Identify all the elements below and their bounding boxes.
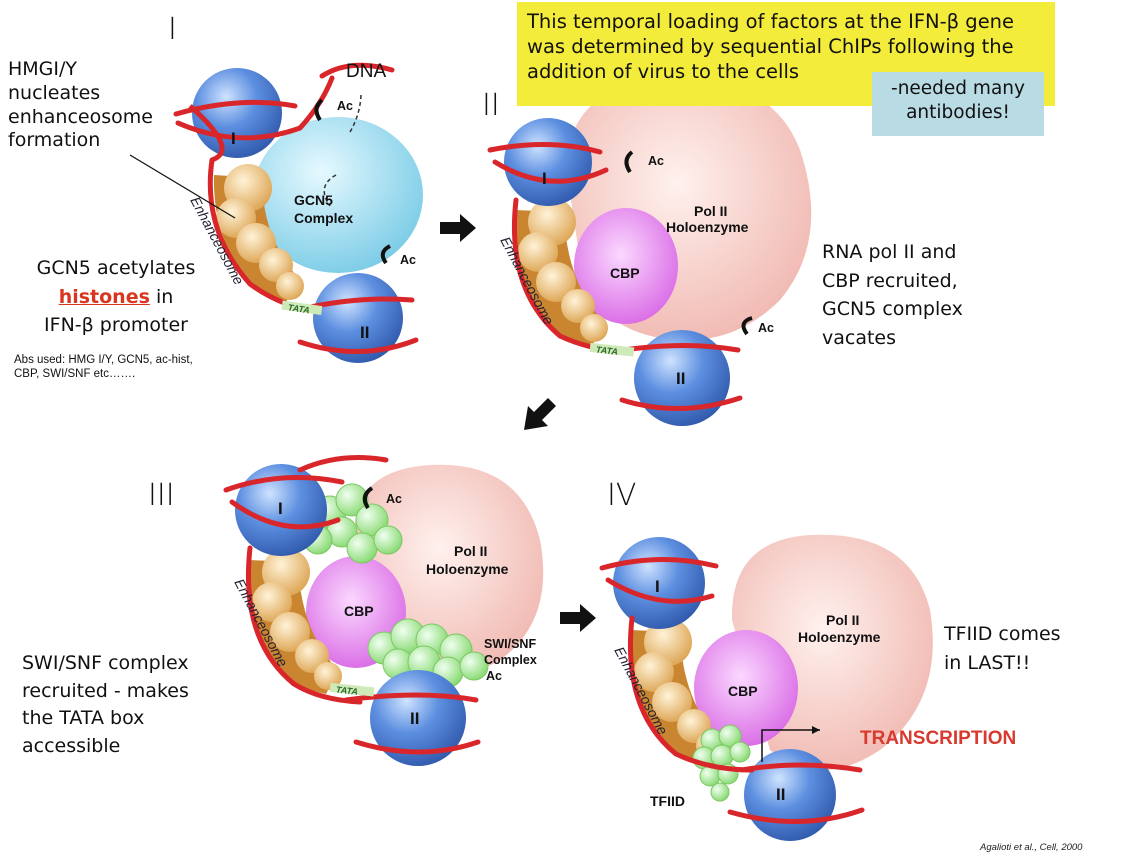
- swisnf-line-2: recruited - makes: [22, 679, 189, 702]
- note-line-3: addition of virus to the cells: [527, 59, 800, 83]
- nucleosome-2-panel-2: [634, 330, 730, 426]
- arrow-panel-3-to-4: [560, 604, 596, 632]
- pol-label-2a: Pol II: [694, 203, 727, 219]
- tfiid-line-1: TFIID comes: [944, 623, 1061, 645]
- ac-label-3b: Ac: [486, 669, 502, 683]
- hmgi-line-2: nucleates: [8, 81, 101, 104]
- hmgi-line-4: formation: [8, 129, 101, 152]
- ac-label-2b: Ac: [758, 321, 774, 335]
- nucleosome-label-1a: I: [231, 129, 236, 148]
- arrow-panel-1-to-2: [440, 214, 476, 242]
- rna-line-2: CBP recruited,: [822, 269, 958, 292]
- gcn5-line-1: GCN5 acetylates: [36, 257, 196, 279]
- dna-strand-4: [599, 556, 865, 824]
- tfiid-label: TFIID: [650, 793, 685, 809]
- rna-line-3: GCN5 complex: [822, 298, 963, 320]
- antibodies-note: -needed many antibodies!: [872, 72, 1044, 136]
- transcription-label: TRANSCRIPTION: [860, 728, 1017, 749]
- arrow-panel-2-to-3: [524, 398, 556, 430]
- pol-label-2b: Holoenzyme: [666, 219, 749, 235]
- nucleosome-1-panel-1: [192, 68, 282, 158]
- gcn5-line-3: IFN-β promoter: [44, 314, 188, 336]
- swisnf-label-1: SWI/SNF: [484, 637, 536, 651]
- swisnf-caption: SWI/SNF complex recruited - makes the TA…: [22, 650, 189, 760]
- tfiid-caption: TFIID comes in LAST!!: [944, 620, 1061, 679]
- antibodies-line-2: antibodies!: [906, 102, 1010, 124]
- nucleosome-2-panel-1: [313, 273, 403, 363]
- antibodies-line-1: -needed many: [891, 78, 1025, 99]
- transcription-arrow: [761, 729, 820, 762]
- nucleosome-1-panel-2: [504, 118, 592, 206]
- gcn5-complex-blob: [253, 117, 423, 273]
- enhanceosome-3: [247, 548, 342, 694]
- hmgi-line-3: enhanceosome: [8, 105, 153, 128]
- cbp-label-2: CBP: [610, 265, 640, 281]
- histones-link: histones: [58, 285, 150, 308]
- pol-label-3a: Pol II: [454, 543, 487, 559]
- gcn5-complex-label-1: GCN5: [294, 192, 333, 208]
- nucleosome-label-4a: I: [655, 577, 660, 596]
- abs-line-2: CBP, SWI/SNF etc…….: [14, 368, 136, 381]
- cbp-label-3: CBP: [344, 603, 374, 619]
- swisnf-line-3: the TATA box: [22, 707, 145, 730]
- gcn5-caption: GCN5 acetylates histones in IFN-β promot…: [16, 254, 216, 340]
- tfiid-line-2: in LAST!!: [944, 652, 1031, 675]
- cbp-blob-2: [574, 208, 678, 324]
- rna-line-4: vacates: [822, 326, 897, 349]
- enhanceosome-1: [213, 164, 304, 302]
- swisnf-line-4: accessible: [22, 734, 121, 757]
- dna-strand-3: [223, 455, 481, 755]
- antibodies-used: Abs used: HMG I/Y, GCN5, ac-hist, CBP, S…: [14, 353, 193, 382]
- dna-strand-2: [487, 141, 743, 411]
- stage-label-2: II: [482, 88, 500, 123]
- swisnf-complex-top: [303, 483, 403, 564]
- gcn5-complex-label-2: Complex: [294, 210, 353, 226]
- swisnf-label-2: Complex: [484, 653, 537, 667]
- stage-label-3: III: [148, 478, 175, 513]
- note-line-1: This temporal loading of factors at the …: [527, 10, 1015, 33]
- nucleosome-label-2b: II: [676, 369, 685, 388]
- hmgi-caption: HMGI/Y nucleates enhanceosome formation: [8, 58, 153, 153]
- ac-label-2a: Ac: [648, 154, 664, 168]
- ac-label-3a: Ac: [386, 492, 402, 506]
- nucleosome-label-3b: II: [410, 709, 419, 728]
- gcn5-line-2: histones in: [16, 283, 216, 312]
- rna-line-1: RNA pol II and: [822, 241, 957, 263]
- abs-line-1: Abs used: HMG I/Y, GCN5, ac-hist,: [14, 354, 193, 366]
- nucleosome-1-panel-3: [235, 464, 327, 556]
- pol-label-4a: Pol II: [826, 612, 859, 628]
- tata-label-2: TATA: [595, 345, 618, 357]
- panel-4-diagram: [599, 534, 933, 841]
- ac-label-1b: Ac: [400, 253, 416, 267]
- tfiid-complex: [692, 724, 751, 802]
- rna-pol-caption: RNA pol II and CBP recruited, GCN5 compl…: [822, 238, 963, 352]
- stage-label-1: I: [168, 12, 177, 47]
- ac-label-1a: Ac: [337, 99, 353, 113]
- swisnf-line-1: SWI/SNF complex: [22, 652, 189, 674]
- hmgi-pointer: [129, 154, 236, 219]
- dna-label: DNA: [346, 61, 386, 82]
- panel-3-diagram: [223, 455, 544, 766]
- nucleosome-label-2a: I: [542, 169, 547, 188]
- cbp-blob-4: [694, 630, 798, 746]
- pol-label-3b: Holoenzyme: [426, 561, 509, 577]
- stage-label-4: IV: [607, 478, 637, 513]
- gcn5-in: in: [149, 285, 174, 308]
- hmgi-line-1: HMGI/Y: [8, 58, 78, 80]
- nucleosome-label-4b: II: [776, 785, 785, 804]
- nucleosome-label-1b: II: [360, 323, 369, 342]
- tata-label-1: TATA: [287, 302, 310, 315]
- nucleosome-label-3a: I: [278, 499, 283, 518]
- citation: Agalioti et al., Cell, 2000: [980, 842, 1083, 853]
- note-line-2: was determined by sequential ChIPs follo…: [527, 34, 1014, 58]
- cbp-label-4: CBP: [728, 683, 758, 699]
- panel-2-diagram: [487, 79, 812, 426]
- tata-label-3: TATA: [335, 685, 358, 697]
- panel-1-diagram: [129, 62, 423, 363]
- pol-label-4b: Holoenzyme: [798, 629, 881, 645]
- enhanceosome-2: [513, 198, 608, 346]
